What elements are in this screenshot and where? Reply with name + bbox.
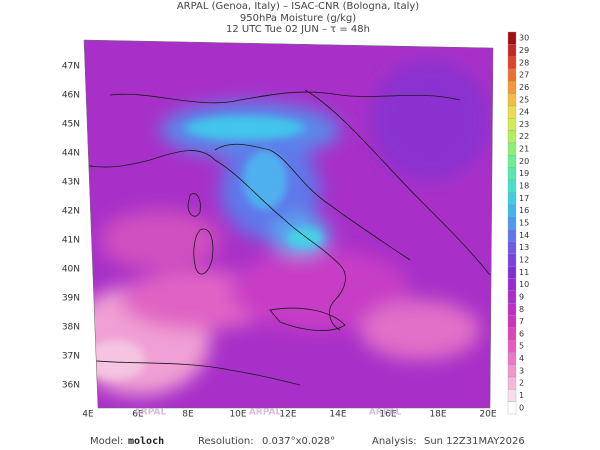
colorbar-label: 23 — [519, 120, 529, 129]
colorbar-label: 20 — [519, 157, 529, 166]
colorbar-label: 21 — [519, 145, 529, 154]
colorbar-cell — [507, 81, 517, 94]
lat-label: 44N — [62, 149, 80, 159]
colorbar-label: 10 — [519, 280, 529, 289]
footer-label: Model: — [90, 436, 123, 447]
colorbar-cell — [507, 179, 517, 193]
colorbar-label: 9 — [519, 292, 524, 301]
colorbar-cell — [507, 339, 517, 353]
colorbar-cell — [507, 253, 517, 267]
footer-value: moloch — [128, 436, 164, 447]
lat-label: 47N — [62, 62, 80, 72]
title-line: ARPAL (Genoa, Italy) – ISAC-CNR (Bologna… — [177, 1, 419, 12]
lat-label: 45N — [62, 120, 80, 130]
colorbar-cell — [507, 401, 517, 415]
colorbar-cell — [507, 327, 517, 341]
lat-label: 42N — [62, 207, 80, 217]
colorbar-cell — [507, 315, 517, 328]
colorbar-label: 19 — [519, 169, 529, 178]
colorbar-label: 15 — [519, 219, 529, 228]
watermark: ARPAL — [134, 408, 167, 418]
colorbar-label: 22 — [519, 132, 529, 141]
footer-value: 0.037°x0.028° — [262, 436, 335, 447]
colorbar-cell — [507, 204, 517, 217]
colorbar-label: 29 — [519, 46, 529, 55]
lon-label: 6E — [132, 410, 144, 420]
lat-label: 39N — [62, 294, 80, 304]
colorbar-cell — [507, 376, 517, 390]
colorbar-cell — [507, 352, 517, 365]
colorbar-cell — [507, 93, 517, 107]
colorbar-label: 8 — [519, 305, 524, 314]
lat-label: 36N — [62, 381, 80, 391]
colorbar-cell — [507, 130, 517, 144]
colorbar-label: 12 — [519, 255, 529, 264]
lon-label: 4E — [82, 410, 94, 420]
map-frame — [83, 39, 494, 409]
lon-label: 8E — [182, 410, 194, 420]
colorbar-cell — [507, 56, 517, 70]
lat-label: 38N — [62, 323, 80, 333]
colorbar-cell — [507, 265, 517, 279]
colorbar-label: 7 — [519, 317, 524, 326]
colorbar-label: 27 — [519, 71, 529, 80]
colorbar-label: 28 — [519, 58, 529, 67]
colorbar-cell — [507, 364, 517, 378]
colorbar-cell — [507, 229, 517, 242]
colorbar-label: 11 — [519, 268, 529, 277]
colorbar-label: 0 — [519, 403, 524, 412]
map-field — [84, 40, 493, 408]
colorbar-label: 18 — [519, 182, 529, 191]
colorbar-label: 16 — [519, 206, 529, 215]
lon-label: 12E — [279, 410, 296, 420]
lon-label: 10E — [229, 410, 246, 420]
footer-label: Resolution: — [198, 436, 254, 447]
lat-label: 40N — [62, 265, 80, 275]
lon-label: 14E — [329, 410, 346, 420]
lon-label: 16E — [379, 410, 396, 420]
colorbar-label: 4 — [519, 354, 524, 363]
colorbar-cell — [507, 155, 517, 168]
watermark: ARPAL — [249, 408, 282, 418]
colorbar-cell — [507, 44, 517, 57]
colorbar-cell — [507, 241, 517, 254]
title-line: 950hPa Moisture (g/kg) — [240, 13, 356, 24]
colorbar-label: 5 — [519, 342, 524, 351]
lat-label: 41N — [62, 236, 80, 246]
colorbar-cell — [507, 302, 517, 316]
colorbar-label: 14 — [519, 231, 529, 240]
colorbar-cell — [507, 278, 517, 291]
colorbar-cell — [507, 216, 517, 230]
colorbar-label: 24 — [519, 108, 529, 117]
colorbar-cell — [507, 290, 517, 304]
footer-value: Sun 12Z31MAY2026 — [424, 436, 525, 447]
colorbar-cell — [507, 31, 517, 45]
colorbar-label: 17 — [519, 194, 529, 203]
colorbar-label: 30 — [519, 34, 529, 43]
colorbar-cell — [507, 192, 517, 205]
watermark: ARPAL — [369, 408, 402, 418]
colorbar-cell — [507, 68, 517, 82]
lon-label: 20E — [479, 410, 496, 420]
lon-label: 18E — [429, 410, 446, 420]
colorbar-label: 3 — [519, 366, 524, 375]
colorbar-cell — [507, 118, 517, 131]
lat-label: 43N — [62, 178, 80, 188]
lat-label: 46N — [62, 91, 80, 101]
colorbar-cell — [507, 105, 517, 119]
colorbar-label: 26 — [519, 83, 529, 92]
colorbar-label: 13 — [519, 243, 529, 252]
colorbar-cell — [507, 167, 517, 181]
lat-label: 37N — [62, 352, 80, 362]
colorbar-cell — [507, 389, 517, 402]
colorbar-label: 25 — [519, 95, 529, 104]
colorbar-label: 2 — [519, 379, 524, 388]
colorbar-label: 6 — [519, 329, 524, 338]
title-line: 12 UTC Tue 02 JUN – τ = 48h — [226, 24, 370, 35]
colorbar-label: 1 — [519, 391, 524, 400]
footer-label: Analysis: — [372, 436, 417, 447]
colorbar-cell — [507, 142, 517, 156]
